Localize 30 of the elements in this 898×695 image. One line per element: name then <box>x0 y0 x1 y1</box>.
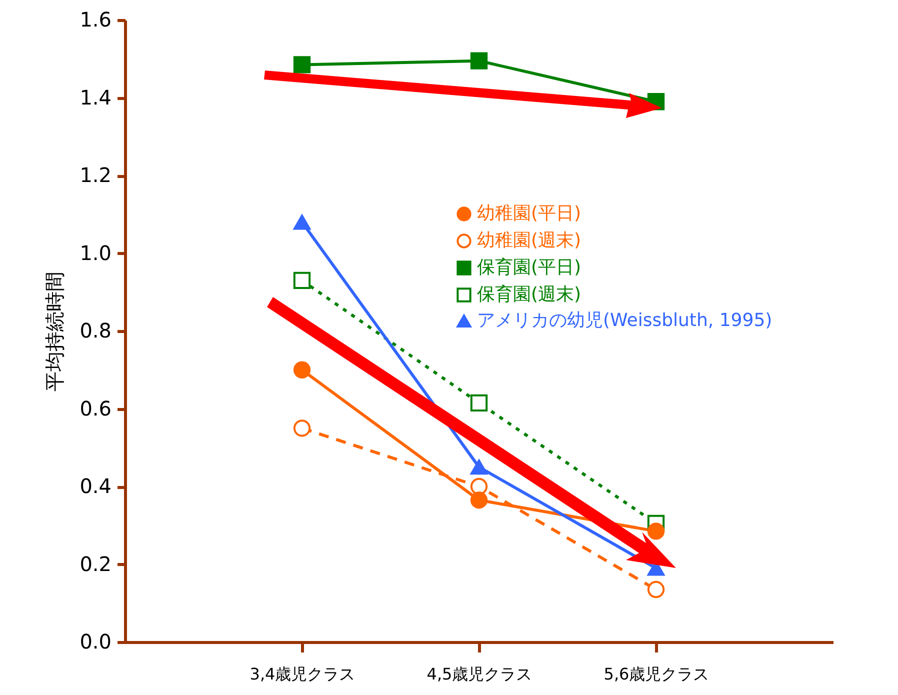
point <box>293 272 311 290</box>
legend-label: アメリカの幼児(Weissbluth, 1995) <box>477 310 772 331</box>
y-tick-label: 1.6 <box>80 8 112 32</box>
legend-label: 保育園(平日) <box>477 257 582 278</box>
point <box>293 420 311 437</box>
legend-label: 幼稚園(平日) <box>477 203 582 224</box>
point <box>293 56 311 74</box>
y-tick-label: 0.4 <box>80 474 112 498</box>
y-tick-label: 1.2 <box>80 163 112 187</box>
y-tick-label: 1.4 <box>80 85 112 110</box>
point <box>470 52 488 70</box>
point <box>470 492 488 509</box>
x-tick-label: 5,6歳児クラス <box>604 664 710 684</box>
point <box>293 361 311 378</box>
x-tick-label: 3,4歳児クラス <box>250 664 356 684</box>
y-tick-label: 0.6 <box>80 396 112 420</box>
point <box>293 214 311 230</box>
point <box>647 522 665 540</box>
y-axis-title: 平均持続時間 <box>42 272 67 392</box>
point <box>470 394 488 412</box>
legend-label: 保育園(週末) <box>477 284 582 305</box>
point <box>470 478 488 496</box>
x-tick-label: 4,5歳児クラス <box>426 664 532 684</box>
y-tick-label: 0.2 <box>80 552 112 576</box>
legend-label: 幼稚園(週末) <box>477 230 582 251</box>
point <box>647 580 665 598</box>
y-tick-label: 0.8 <box>80 318 112 342</box>
y-tick-label: 0.0 <box>80 630 112 654</box>
y-tick-label: 1.0 <box>80 240 112 265</box>
point <box>470 459 488 475</box>
